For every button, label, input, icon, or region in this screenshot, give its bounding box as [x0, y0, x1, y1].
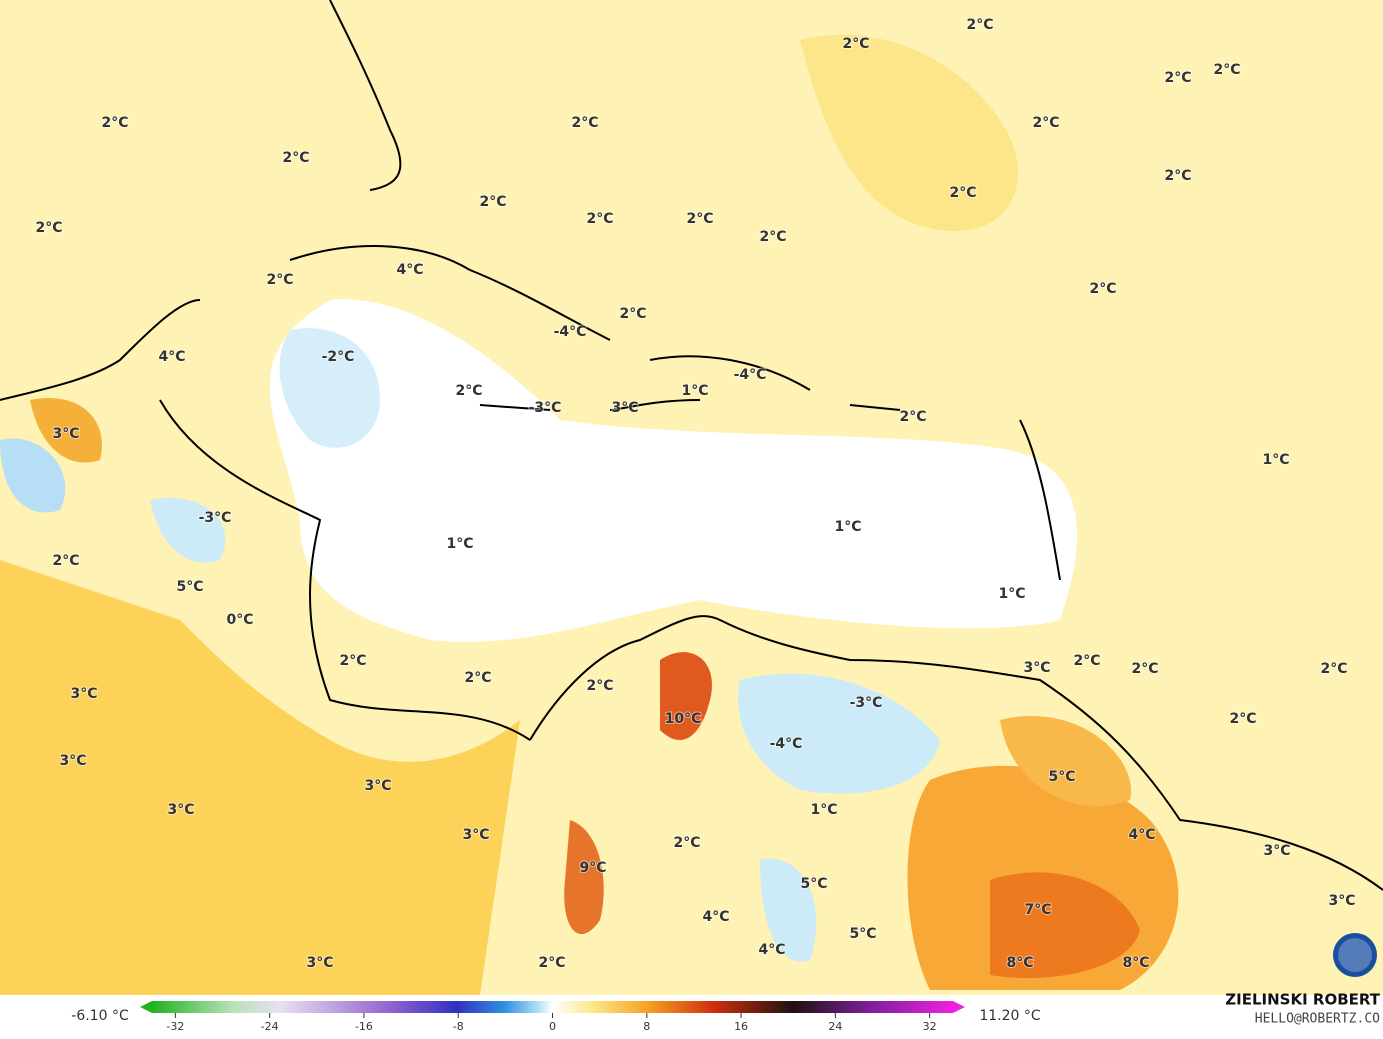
- temperature-label: -3°C: [199, 510, 232, 526]
- colorbar-end: [140, 1001, 152, 1013]
- temperature-label: 1°C: [446, 536, 473, 552]
- temperature-label: 0°C: [226, 612, 253, 628]
- temperature-label: 2°C: [101, 115, 128, 131]
- temperature-label: 5°C: [176, 579, 203, 595]
- temperature-label: -2°C: [322, 349, 355, 365]
- colorbar-end: [953, 1001, 965, 1013]
- temperature-label: 1°C: [681, 383, 708, 399]
- colorbar-tick-label: 24: [828, 1020, 842, 1033]
- temperature-label: 3°C: [167, 802, 194, 818]
- temperature-label: 1°C: [834, 519, 861, 535]
- temperature-label: 2°C: [479, 194, 506, 210]
- temperature-label: 2°C: [1164, 70, 1191, 86]
- colorbar-tick-label: 32: [923, 1020, 937, 1033]
- temperature-label: 2°C: [586, 211, 613, 227]
- temperature-label: 2°C: [1213, 62, 1240, 78]
- coastlines: [0, 0, 1383, 891]
- temperature-label: 2°C: [842, 36, 869, 52]
- credit-name: ZIELINSKI ROBERT: [1225, 991, 1380, 1009]
- temperature-label: 7°C: [1024, 902, 1051, 918]
- temperature-label: 2°C: [686, 211, 713, 227]
- colorbar-min: -6.10 °C: [71, 1008, 129, 1024]
- temperature-label: 2°C: [266, 272, 293, 288]
- colorbar-tick-label: 16: [734, 1020, 748, 1033]
- temperature-label: 2°C: [1131, 661, 1158, 677]
- temperature-label: 3°C: [364, 778, 391, 794]
- temperature-label: 2°C: [464, 670, 491, 686]
- temperature-label: 2°C: [1320, 661, 1347, 677]
- temperature-label: 5°C: [1048, 769, 1075, 785]
- temperature-label: 2°C: [966, 17, 993, 33]
- temperature-label: 1°C: [1262, 452, 1289, 468]
- temperature-label: 2°C: [1229, 711, 1256, 727]
- temperature-label: 2°C: [673, 835, 700, 851]
- temperature-label: 8°C: [1122, 955, 1149, 971]
- colorbar-tick-label: -32: [166, 1020, 184, 1033]
- temperature-label: 8°C: [1006, 955, 1033, 971]
- temperature-label: 3°C: [1328, 893, 1355, 909]
- temperature-label: 2°C: [52, 553, 79, 569]
- temperature-label: 1°C: [998, 586, 1025, 602]
- temperature-label: 2°C: [899, 409, 926, 425]
- temperature-label: -4°C: [554, 324, 587, 340]
- temperature-label: 2°C: [538, 955, 565, 971]
- temperature-label: 3°C: [1023, 660, 1050, 676]
- temperature-label: 3°C: [52, 426, 79, 442]
- temperature-label: 4°C: [158, 349, 185, 365]
- temperature-label: -4°C: [770, 736, 803, 752]
- colorbar-tick-label: -8: [453, 1020, 464, 1033]
- temperature-label: -3°C: [529, 400, 562, 416]
- temperature-label: 4°C: [758, 942, 785, 958]
- colorbar-tick-label: -16: [355, 1020, 373, 1033]
- colorbar: -32 -24 -16 -8 0 8 16 24 32: [140, 1001, 965, 1033]
- temperature-label: 2°C: [1164, 168, 1191, 184]
- temperature-label: 1°C: [810, 802, 837, 818]
- temperature-label: 2°C: [619, 306, 646, 322]
- colorbar-tick-label: -24: [261, 1020, 279, 1033]
- colorbar-max: 11.20 °C: [979, 1008, 1041, 1024]
- temperature-label: 2°C: [35, 220, 62, 236]
- temperature-label: 3°C: [59, 753, 86, 769]
- colorbar-tick-label: 0: [549, 1020, 556, 1033]
- temperature-label: -4°C: [734, 367, 767, 383]
- colorbar-tick-label: 8: [643, 1020, 650, 1033]
- temperature-label: 5°C: [800, 876, 827, 892]
- temperature-label: 2°C: [1032, 115, 1059, 131]
- temperature-label: -3°C: [850, 695, 883, 711]
- temperature-label: 4°C: [1128, 827, 1155, 843]
- temperature-label: 2°C: [339, 653, 366, 669]
- temperature-label: 10°C: [665, 711, 702, 727]
- map-background: [0, 0, 1383, 995]
- temperature-label: 2°C: [759, 229, 786, 245]
- temperature-label: 2°C: [455, 383, 482, 399]
- credit-contact: HELLO@ROBERTZ.CO: [1255, 1012, 1380, 1027]
- noaa-logo: [1333, 933, 1377, 977]
- temperature-label: 3°C: [611, 400, 638, 416]
- temperature-label: 9°C: [579, 860, 606, 876]
- temperature-label: 2°C: [1073, 653, 1100, 669]
- temperature-label: 4°C: [702, 909, 729, 925]
- temperature-label: 2°C: [586, 678, 613, 694]
- temperature-label: 2°C: [1089, 281, 1116, 297]
- temperature-label: 2°C: [949, 185, 976, 201]
- temperature-label: 4°C: [396, 262, 423, 278]
- temperature-label: 5°C: [849, 926, 876, 942]
- temperature-label: 3°C: [1263, 843, 1290, 859]
- temperature-label: 2°C: [282, 150, 309, 166]
- temperature-label: 3°C: [306, 955, 333, 971]
- temperature-label: 3°C: [70, 686, 97, 702]
- temperature-label: 2°C: [571, 115, 598, 131]
- colorbar-ramp: [152, 1001, 953, 1013]
- temperature-label: 3°C: [462, 827, 489, 843]
